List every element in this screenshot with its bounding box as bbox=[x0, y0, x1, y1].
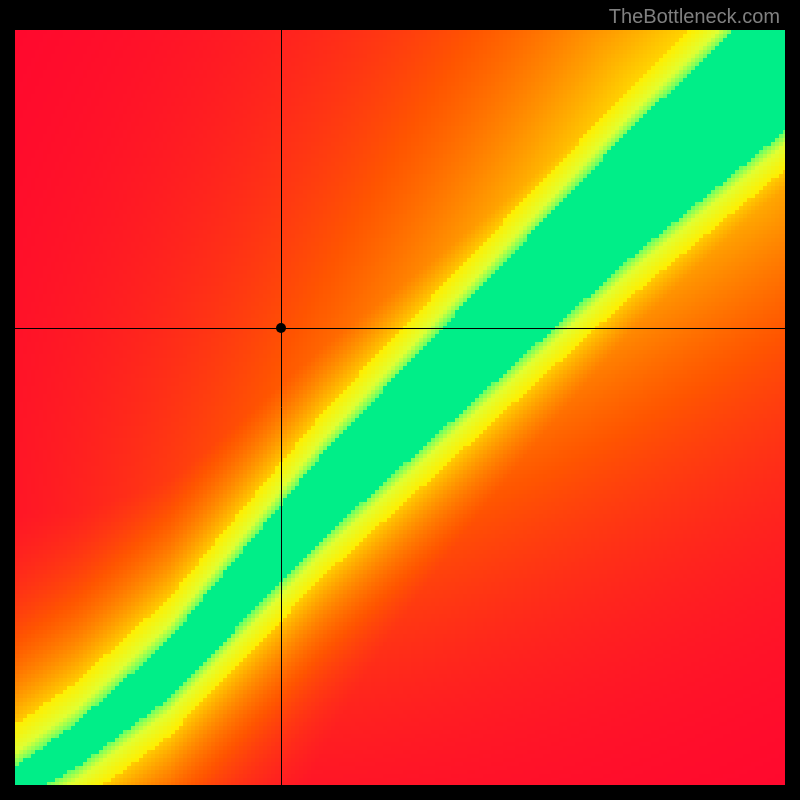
heatmap-plot-area bbox=[15, 30, 785, 785]
heatmap-canvas bbox=[15, 30, 785, 785]
chart-container: TheBottleneck.com bbox=[0, 0, 800, 800]
watermark-text: TheBottleneck.com bbox=[609, 6, 780, 29]
